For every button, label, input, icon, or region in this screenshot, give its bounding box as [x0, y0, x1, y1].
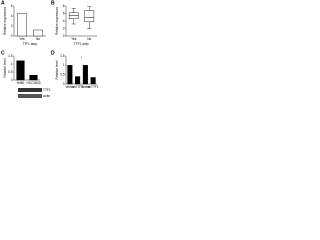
y-tick-label: 0.5: [60, 73, 65, 77]
panel-label: B: [51, 0, 55, 6]
y-tick-label: 1.5: [60, 54, 65, 58]
x-tick-label: shTTF1: [88, 85, 99, 89]
x-tick-label: Yes: [71, 37, 77, 41]
panel-label: A: [1, 0, 5, 6]
x-axis-label: TTF1 amp.: [74, 42, 90, 46]
x-tick-label: Vector: [81, 85, 91, 89]
bar: [17, 13, 28, 37]
x-tick-label: No: [87, 37, 91, 41]
y-tick-label: 2: [11, 24, 13, 28]
y-axis-label: Relative level: [3, 58, 7, 77]
y-tick-label: 4: [11, 14, 13, 18]
blot-label: Actin: [43, 94, 50, 98]
box: [84, 10, 95, 22]
x-tick-label: H460: [17, 81, 25, 85]
x-tick-label: HCC1833: [27, 81, 41, 85]
figure: TTF1 Actin A 0 2 4 6 Relative expression TTF1 …: [1, 0, 99, 98]
y-axis-label: Relative expression: [55, 7, 59, 35]
bar: [33, 29, 44, 37]
bar: [16, 60, 25, 81]
y-tick-label: 0: [63, 82, 65, 86]
bar: [90, 77, 96, 85]
blot-band: [18, 88, 42, 92]
x-tick-label: shTTF1: [72, 85, 83, 89]
y-tick-label: 0: [11, 78, 13, 82]
y-tick-label: 6: [11, 4, 13, 8]
bar: [75, 76, 81, 85]
y-tick-label: 0.5: [8, 70, 13, 74]
x-tick-label: Yes: [19, 37, 25, 41]
y-tick-label: 1: [11, 62, 13, 66]
y-axis-label: Relative level: [55, 60, 59, 79]
bar: [82, 65, 88, 85]
y-tick-label: 4: [63, 19, 65, 23]
x-axis-label: TTF1 amp.: [22, 42, 38, 46]
y-tick-label: 0: [63, 34, 65, 38]
y-tick-label: 1.5: [8, 54, 13, 58]
y-tick-label: 1: [63, 63, 65, 67]
y-tick-label: 8: [63, 4, 65, 8]
bar: [67, 65, 73, 85]
y-tick-label: 2: [63, 26, 65, 30]
panel-label: D: [51, 50, 55, 56]
panel-label: C: [1, 50, 5, 56]
blot-label: TTF1: [43, 88, 51, 92]
x-tick-label: Vector: [65, 85, 75, 89]
annotation: *: [81, 56, 83, 60]
blot-band: [18, 94, 42, 98]
bar: [29, 74, 38, 81]
y-tick-label: 6: [63, 11, 65, 15]
y-axis-label: Relative expression: [3, 7, 7, 35]
x-tick-label: No: [36, 37, 40, 41]
y-tick-label: 0: [11, 34, 13, 38]
